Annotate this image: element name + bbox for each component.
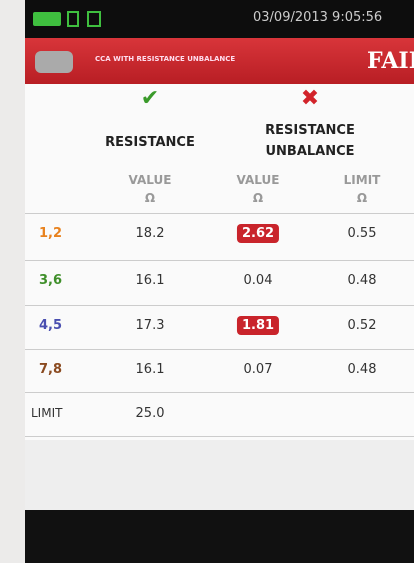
results-table: ✔ RESISTANCE ✖ RESISTANCE UNBALANCE VALUE Ω VA… (25, 84, 414, 510)
limit-value: 0.55 (347, 226, 377, 241)
row-separator (25, 349, 414, 350)
column-unit: Ω (356, 191, 368, 205)
status-bar: 03/09/2013 9:05:56 (25, 0, 414, 38)
header-title: CCA WITH RESISTANCE UNBALANCE (95, 55, 236, 63)
usb-icon (87, 11, 101, 27)
fail-icon: ✖ (300, 86, 320, 111)
resistance-value: 17.3 (135, 318, 165, 333)
header-bar: CCA WITH RESISTANCE UNBALANCE FAIL (25, 38, 414, 84)
pair-label: 7,8 (39, 362, 63, 377)
datetime: 03/09/2013 9:05:56 (253, 10, 383, 25)
sd-icon (67, 11, 79, 27)
result: FAIL (367, 48, 414, 74)
row-separator (25, 305, 414, 306)
pair-label: 4,5 (39, 318, 63, 333)
limit-resistance: 25.0 (135, 406, 165, 421)
column-label: VALUE (128, 173, 172, 187)
unbalance-value: 2.62 (236, 224, 280, 243)
column-unit: Ω (144, 191, 156, 205)
pair-label: 1,2 (39, 226, 63, 241)
unbalance-value: 1.81 (236, 316, 280, 335)
resistance-value: 16.1 (135, 362, 165, 377)
unbalance-value: 0.07 (243, 362, 273, 377)
limit-value: 0.48 (347, 362, 377, 377)
device-screen: 03/09/2013 9:05:56 CCA WITH RESISTANCE U… (25, 0, 414, 563)
resistance-value: 16.1 (135, 273, 165, 288)
cable-icon (35, 51, 73, 73)
column-label: LIMIT (343, 173, 381, 187)
column-label: VALUE (236, 173, 280, 187)
unbalance-value: 0.04 (243, 273, 273, 288)
row-separator (25, 436, 414, 437)
empty-area (25, 440, 414, 510)
battery-icon (33, 12, 61, 26)
limit-label: LIMIT (31, 406, 63, 420)
pair-label: 3,6 (39, 273, 63, 288)
resistance-value: 18.2 (135, 226, 165, 241)
row-separator (25, 213, 414, 214)
pass-icon: ✔ (140, 86, 160, 111)
group-label: RESISTANCE UNBALANCE (265, 123, 355, 159)
row-separator (25, 392, 414, 393)
row-separator (25, 260, 414, 261)
column-unit: Ω (252, 191, 264, 205)
group-label: RESISTANCE (105, 135, 195, 150)
limit-value: 0.52 (347, 318, 377, 333)
limit-value: 0.48 (347, 273, 377, 288)
